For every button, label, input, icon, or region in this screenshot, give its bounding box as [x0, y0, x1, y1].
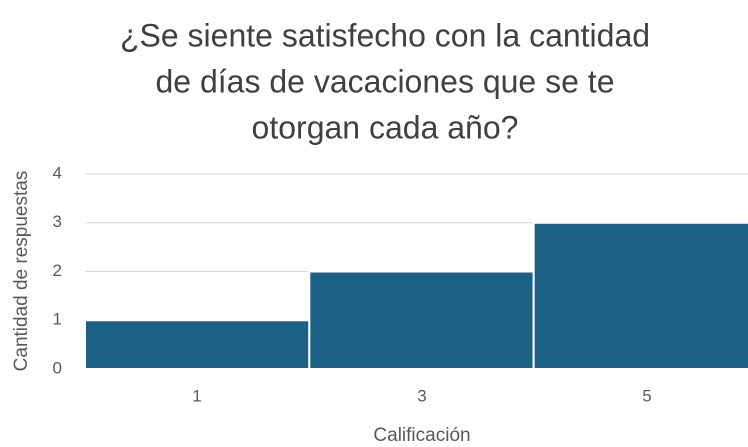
x-axis-title: Calificación [373, 425, 470, 446]
bar [308, 270, 535, 370]
chart-title: otorgan cada año? [252, 109, 519, 145]
y-tick-label: 2 [53, 261, 62, 280]
x-tick-label: 5 [642, 386, 651, 405]
chart-title: de días de vacaciones que se te [156, 63, 615, 99]
x-tick-label: 1 [192, 386, 201, 405]
x-tick-label: 3 [417, 386, 426, 405]
y-tick-label: 3 [53, 212, 62, 231]
chart-title: ¿Se siente satisfecho con la cantidad [120, 17, 650, 53]
y-tick-label: 4 [53, 163, 62, 182]
y-axis-title: Cantidad de respuestas [11, 171, 32, 372]
y-tick-label: 0 [53, 358, 62, 377]
bar [84, 319, 311, 370]
bar [532, 221, 748, 370]
y-tick-label: 1 [53, 310, 62, 329]
